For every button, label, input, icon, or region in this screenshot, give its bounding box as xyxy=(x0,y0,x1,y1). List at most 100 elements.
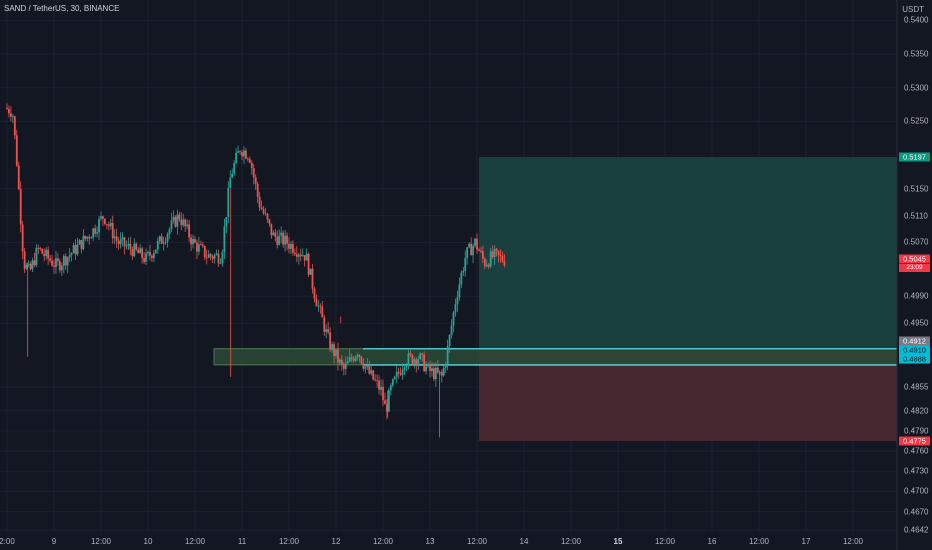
candle-body xyxy=(13,116,16,136)
candle-body xyxy=(431,368,433,372)
candle-body xyxy=(454,304,457,313)
candle-body xyxy=(303,255,306,261)
candle-body xyxy=(123,237,126,247)
candle-body xyxy=(209,254,212,257)
candle-body xyxy=(348,357,351,362)
candle-body xyxy=(168,229,171,235)
candle-body xyxy=(258,196,261,208)
candle-body xyxy=(152,253,155,259)
candle-body xyxy=(307,253,310,275)
candlestick-series xyxy=(6,103,506,438)
candle-body xyxy=(262,209,265,214)
candle-body xyxy=(198,244,200,252)
candle-body xyxy=(229,177,232,189)
candle-body xyxy=(323,317,326,332)
candle-body xyxy=(278,235,281,245)
candle-body xyxy=(166,234,169,242)
candle-body xyxy=(305,253,308,261)
candle-body xyxy=(411,354,414,364)
candle-body xyxy=(489,251,492,267)
candle-body xyxy=(237,151,239,153)
candle-body xyxy=(11,116,14,118)
candle-body xyxy=(33,260,36,266)
candle-body xyxy=(88,236,91,239)
candle-body xyxy=(47,249,50,259)
candle-body xyxy=(6,107,8,109)
candle-body xyxy=(315,298,318,307)
entry-price-tag: 0.4910 xyxy=(899,345,930,355)
candle-body xyxy=(466,247,469,259)
candle-body xyxy=(325,329,328,332)
time-axis-label: 12:00 xyxy=(184,537,206,546)
candle-body xyxy=(170,220,173,230)
price-axis-label: 0.4950 xyxy=(904,318,929,328)
candle-body xyxy=(407,353,410,366)
candle-body xyxy=(362,363,365,369)
entry-zone-top-price-tag: 0.4912 xyxy=(899,336,930,346)
candle-body xyxy=(178,214,181,220)
time-axis-label: 12:00 xyxy=(654,537,676,546)
price-axis-label: 0.4855 xyxy=(904,382,929,392)
candle-body xyxy=(51,260,53,266)
stop-loss-price-tag: 0.4775 xyxy=(899,436,930,446)
candle-body xyxy=(276,236,279,245)
candle-body xyxy=(292,243,294,253)
take-profit-zone[interactable] xyxy=(479,157,897,351)
candle-body xyxy=(250,162,253,169)
candle-body xyxy=(272,232,275,236)
candle-body xyxy=(372,370,375,380)
price-axis-label: 0.4760 xyxy=(904,446,929,456)
candle-body xyxy=(456,297,459,305)
candle-body xyxy=(376,380,379,381)
price-axis-label: 0.4790 xyxy=(904,426,929,436)
candle-body xyxy=(70,253,73,256)
candle-body xyxy=(151,255,153,259)
candle-body xyxy=(82,235,85,250)
candle-body xyxy=(344,363,347,369)
candle-body xyxy=(434,367,437,380)
candle-body xyxy=(115,236,118,241)
candle-body xyxy=(415,359,418,365)
candle-body xyxy=(172,216,175,221)
candle-body xyxy=(446,345,449,365)
candle-body xyxy=(145,253,147,262)
demand-zone-rectangle[interactable] xyxy=(213,348,898,366)
price-axis-label: 0.4990 xyxy=(904,291,929,301)
candle-body xyxy=(295,254,298,257)
time-axis-label: 14 xyxy=(519,537,529,546)
candle-body xyxy=(256,183,259,197)
candle-body xyxy=(201,244,204,247)
candle-body xyxy=(196,242,198,252)
candle-body xyxy=(495,248,498,251)
candle-body xyxy=(270,223,273,236)
candle-body xyxy=(321,306,324,318)
candle-body xyxy=(370,370,373,374)
symbol-title[interactable]: SAND / TetherUS, 30, BINANCE xyxy=(4,4,120,13)
candle-body xyxy=(215,253,218,255)
time-axis-label: 11 xyxy=(237,537,247,546)
time-axis-label: 12:00 xyxy=(560,537,582,546)
candle-body xyxy=(364,366,367,369)
price-axis-label: 0.5070 xyxy=(904,237,929,247)
candle-body xyxy=(43,253,46,257)
candle-body xyxy=(25,265,28,269)
candle-body xyxy=(478,249,480,252)
candle-body xyxy=(225,217,228,227)
candle-body xyxy=(335,349,337,357)
candle-body xyxy=(352,358,355,361)
candle-body xyxy=(105,223,108,225)
candle-body xyxy=(268,219,271,224)
time-axis-label: 12:00 xyxy=(748,537,770,546)
candle-body xyxy=(476,238,478,250)
candle-body xyxy=(10,113,12,117)
candle-body xyxy=(98,218,100,233)
candle-body xyxy=(60,265,63,271)
candle-body xyxy=(72,245,75,254)
candle-body xyxy=(186,224,189,227)
candle-body xyxy=(219,263,222,265)
candle-body xyxy=(131,249,134,257)
candle-body xyxy=(497,250,500,256)
candle-body xyxy=(401,369,404,375)
candle-body xyxy=(194,238,196,243)
